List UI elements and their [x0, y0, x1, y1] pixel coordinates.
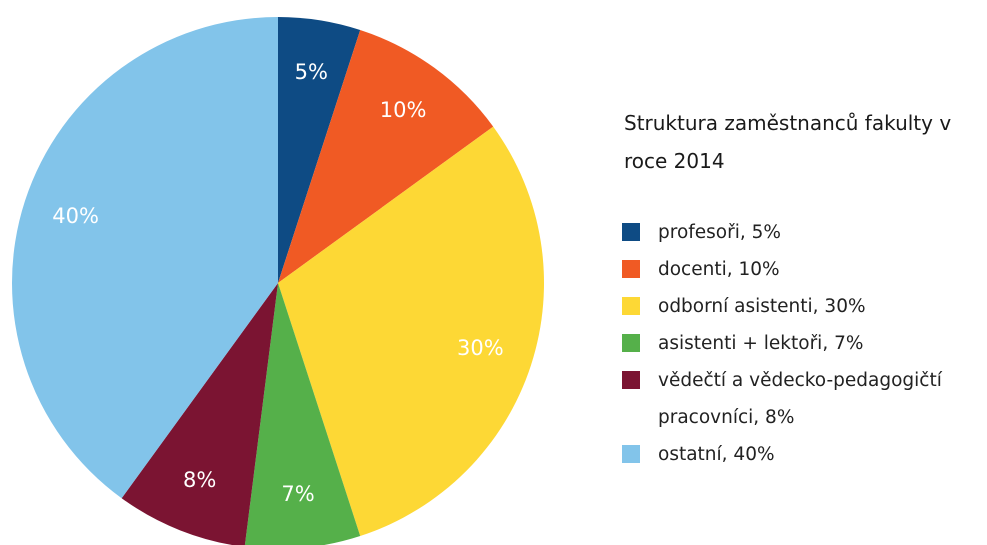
- legend-label: vědečtí a vědecko-pedagogičtí pracovníci…: [658, 370, 942, 428]
- legend-swatch: [622, 223, 640, 241]
- legend-item: asistenti + lektoři, 7%: [622, 325, 987, 362]
- pie-slice: [11, 17, 279, 499]
- legend-item: vědečtí a vědecko-pedagogičtí pracovníci…: [622, 362, 987, 436]
- legend-swatch: [622, 297, 640, 315]
- slice-label: 40%: [52, 204, 99, 228]
- legend-item: docenti, 10%: [622, 251, 987, 288]
- legend-swatch: [622, 371, 640, 389]
- legend-label: profesoři, 5%: [658, 222, 781, 243]
- legend-label: ostatní, 40%: [658, 444, 775, 465]
- slice-label: 8%: [183, 468, 216, 492]
- legend: profesoři, 5% docenti, 10% odborní asisten…: [622, 214, 987, 473]
- chart-title: Struktura zaměstnanců fakulty v roce 201…: [624, 111, 952, 173]
- legend-swatch: [622, 334, 640, 352]
- legend-label: asistenti + lektoři, 7%: [658, 333, 864, 354]
- pie-slice: [278, 17, 361, 283]
- legend-item: profesoři, 5%: [622, 214, 987, 251]
- pie-slice: [244, 283, 361, 545]
- legend-swatch: [622, 260, 640, 278]
- slice-label: 5%: [295, 60, 328, 84]
- legend-swatch: [622, 445, 640, 463]
- legend-item: ostatní, 40%: [622, 436, 987, 473]
- legend-item: odborní asistenti, 30%: [622, 288, 987, 325]
- slice-label: 7%: [281, 482, 314, 506]
- pie-slice: [278, 126, 544, 536]
- pie-slice: [121, 283, 278, 545]
- legend-label: docenti, 10%: [658, 259, 780, 280]
- pie-slice: [278, 30, 494, 283]
- slice-label: 10%: [380, 98, 427, 122]
- legend-label: odborní asistenti, 30%: [658, 296, 866, 317]
- slice-label: 30%: [457, 336, 504, 360]
